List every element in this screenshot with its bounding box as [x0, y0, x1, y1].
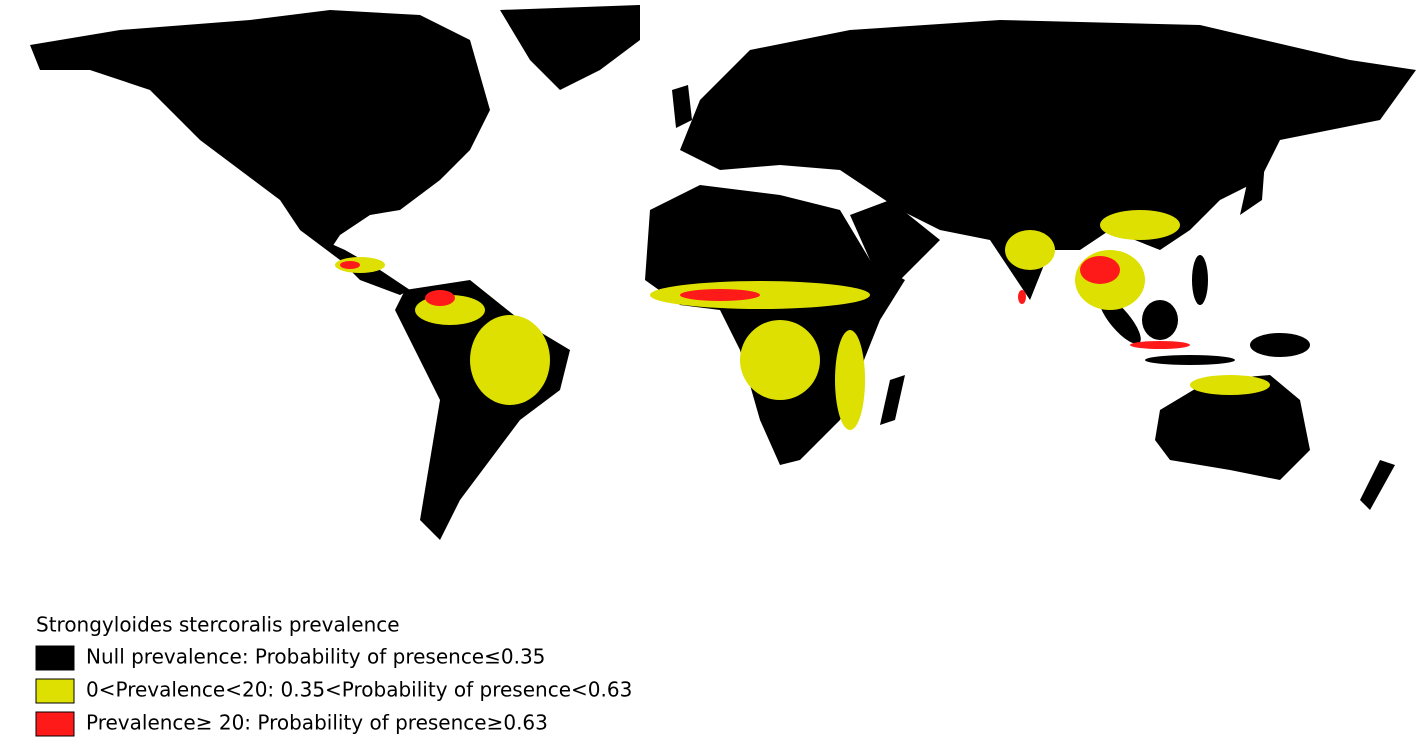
legend-label: Null prevalence: Probability of presence… — [86, 645, 545, 669]
prevalence-areas — [335, 210, 1270, 430]
legend-swatch — [35, 711, 75, 737]
legend-label: Prevalence≥ 20: Probability of presence≥… — [86, 711, 548, 735]
land — [30, 5, 1416, 540]
legend-label: 0<Prevalence<20: 0.35<Probability of pre… — [86, 678, 632, 702]
legend-title: Strongyloides stercoralis prevalence — [36, 613, 400, 637]
legend-swatch — [35, 678, 75, 704]
legend: Strongyloides stercoralis prevalence Nul… — [35, 613, 632, 737]
legend-swatch — [35, 645, 75, 671]
